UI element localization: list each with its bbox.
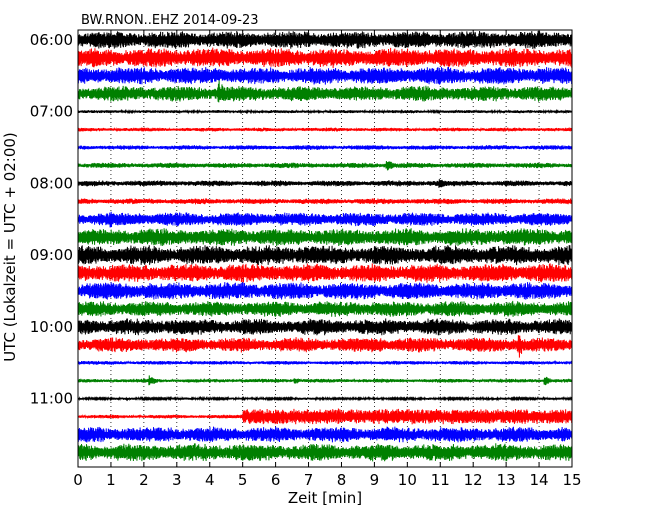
- trace-1015: [77, 335, 573, 358]
- grid-lines: [110, 30, 540, 467]
- trace-0700: [77, 108, 573, 115]
- trace-1115: [77, 408, 573, 425]
- y-tick-label: 07:00: [30, 103, 73, 121]
- x-tick-label: 8: [337, 471, 347, 489]
- trace-0745: [77, 161, 573, 171]
- x-tick-label: 14: [530, 471, 549, 489]
- y-tick-label: 08:00: [30, 174, 73, 192]
- y-axis-title: UTC (Lokalzeit = UTC + 02:00): [1, 132, 19, 362]
- trace-1145: [77, 443, 573, 462]
- trace-0930: [77, 282, 573, 300]
- trace-0815: [77, 198, 573, 205]
- x-axis-title: Zeit [min]: [288, 489, 362, 507]
- plot-frame: [77, 29, 573, 468]
- x-tick-label: 6: [271, 471, 281, 489]
- y-tick-label: 11:00: [30, 390, 73, 408]
- x-tick-label: 15: [562, 471, 581, 489]
- trace-1100: [77, 395, 573, 402]
- trace-0715: [77, 126, 573, 133]
- trace-0845: [77, 228, 573, 247]
- trace-1130: [77, 426, 573, 443]
- x-tick-label: 3: [172, 471, 182, 489]
- x-tick-label: 11: [431, 471, 450, 489]
- trace-0630: [77, 67, 573, 85]
- x-tick-label: 4: [205, 471, 215, 489]
- x-tick-label: 1: [106, 471, 116, 489]
- trace-0830: [77, 211, 573, 228]
- trace-0915: [77, 263, 573, 283]
- trace-0800: [77, 179, 573, 188]
- x-tick-label: 10: [398, 471, 417, 489]
- x-tick-label: 2: [139, 471, 149, 489]
- x-tick-label: 5: [238, 471, 248, 489]
- chart-title: BW.RNON..EHZ 2014-09-23: [81, 13, 259, 28]
- x-tick-label: 0: [73, 471, 83, 489]
- x-tick-label: 13: [497, 471, 516, 489]
- trace-0730: [77, 144, 573, 151]
- x-tick-label: 12: [464, 471, 483, 489]
- x-axis-ticks: 0 1 2 3 4 5 6 7 8 9 10 11 12 13 14 15: [73, 30, 582, 489]
- trace-1000: [77, 318, 573, 336]
- trace-0645: [77, 80, 573, 103]
- trace-0615: [77, 47, 573, 69]
- y-tick-label: 06:00: [30, 31, 73, 49]
- trace-1030: [77, 359, 573, 366]
- y-tick-label: 10:00: [30, 318, 73, 336]
- x-tick-label: 7: [304, 471, 314, 489]
- y-axis-ticks: 06:00 07:00 08:00 09:00 10:00 11:00: [30, 31, 572, 408]
- trace-0600: [77, 30, 573, 49]
- trace-0945: [77, 300, 573, 317]
- traces: [77, 30, 573, 462]
- y-tick-label: 09:00: [30, 246, 73, 264]
- trace-0900: [77, 245, 573, 266]
- trace-1045: [77, 375, 573, 386]
- x-tick-label: 9: [370, 471, 380, 489]
